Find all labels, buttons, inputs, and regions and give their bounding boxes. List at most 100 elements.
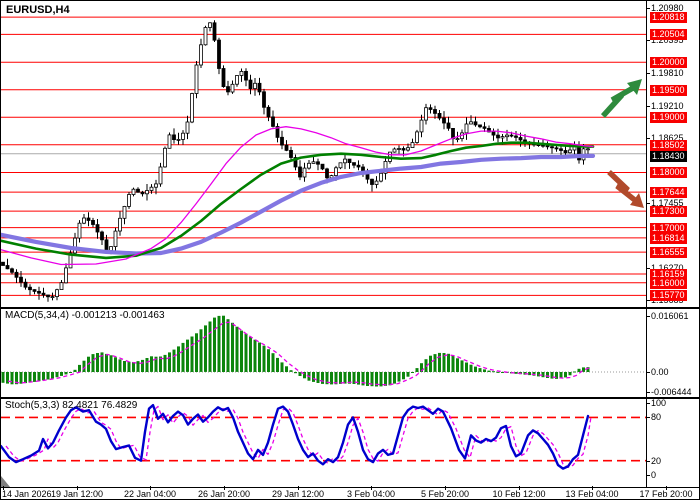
stoch-label: Stoch(5,3,3) 82.4821 76.4829 — [5, 400, 138, 411]
macd-bar — [402, 372, 405, 380]
macd-signal-line — [7, 321, 592, 386]
macd-bar — [145, 358, 149, 372]
macd-bar — [172, 349, 176, 372]
macd-bar — [127, 361, 131, 372]
candle-body — [320, 163, 325, 170]
candle-body — [64, 267, 68, 284]
price-scale[interactable]: 1.20980 1.20395 1.19810 1.19210 1.18625 1.174… — [647, 1, 699, 307]
scale-tick — [647, 73, 650, 74]
panel-separator-1[interactable] — [1, 307, 699, 309]
time-label: 29 Jan 12:00 — [271, 489, 325, 499]
main-price-chart[interactable] — [1, 1, 646, 307]
time-tick — [519, 486, 520, 490]
macd-bar — [555, 372, 558, 379]
macd-bar — [483, 369, 486, 372]
macd-bar — [199, 329, 203, 372]
candle-body — [541, 144, 545, 147]
candle-body — [181, 132, 185, 140]
time-axis[interactable]: 14 Jan 2026 19 Jan 12:00 22 Jan 04:00 26 Ja… — [1, 486, 699, 499]
stoch-scale[interactable]: 100 80 20 0 — [647, 398, 699, 487]
candle-body — [550, 146, 554, 149]
macd-bar — [136, 361, 140, 372]
candle-body — [334, 167, 338, 177]
stoch-panel[interactable] — [1, 399, 646, 487]
candle-body — [1, 261, 5, 266]
macd-bar — [289, 370, 293, 372]
macd-bar — [303, 372, 306, 379]
candle-body — [316, 161, 320, 165]
candle-body — [446, 122, 451, 129]
candle-body — [176, 138, 181, 141]
candle-body — [221, 68, 226, 88]
candle-body — [140, 191, 145, 195]
candle-body — [32, 289, 37, 292]
scale-tick — [647, 417, 650, 418]
candle-body — [415, 131, 419, 143]
time-tick — [150, 486, 151, 490]
macd-bar — [15, 372, 18, 385]
candle-body — [113, 230, 118, 248]
macd-bar — [154, 356, 158, 372]
macd-panel[interactable] — [1, 309, 646, 397]
candle-body — [289, 149, 293, 158]
candle-body — [86, 217, 91, 221]
macd-bar — [1, 372, 5, 383]
macd-bar — [352, 372, 356, 384]
price-tick-label: 1.19210 — [651, 101, 684, 111]
macd-bar — [357, 372, 360, 385]
candle-body — [212, 22, 217, 41]
candle-body — [338, 162, 343, 169]
macd-bar — [550, 372, 554, 379]
time-label: 17 Feb 20:00 — [639, 489, 693, 499]
macd-bar — [82, 360, 86, 372]
candle-body — [208, 22, 212, 28]
scale-tick — [647, 403, 650, 404]
up-arrow-head — [627, 79, 642, 95]
time-tick — [3, 486, 4, 490]
candle-body — [563, 150, 568, 154]
candle-body — [248, 79, 253, 89]
candle-body — [154, 183, 158, 188]
candle-body — [266, 106, 271, 118]
macd-bar — [186, 339, 189, 372]
macd-bar — [285, 366, 288, 372]
candle-body — [68, 252, 73, 269]
candle-body — [109, 246, 113, 251]
macd-bar — [348, 372, 351, 384]
down-arrow — [607, 170, 638, 204]
time-tick — [77, 486, 78, 490]
candle-body — [14, 271, 19, 278]
candle-body — [244, 71, 248, 81]
macd-bar — [460, 360, 464, 372]
candle-body — [230, 83, 235, 93]
time-tick — [666, 486, 667, 490]
scroll-marker — [1, 476, 10, 487]
scale-tick — [647, 106, 650, 107]
time-tick — [224, 486, 225, 490]
macd-bar — [465, 362, 468, 372]
candle-body — [514, 135, 518, 138]
candle-body — [568, 149, 572, 154]
macd-bar — [190, 336, 194, 372]
candle-body — [518, 137, 523, 141]
macd-scale[interactable]: 0.016061 0.00 -0.006444 — [647, 309, 699, 397]
candle-body — [410, 142, 415, 148]
time-label: 5 Feb 20:00 — [420, 489, 470, 499]
scale-tick — [647, 461, 650, 462]
macd-bar — [159, 356, 162, 372]
panel-separator-2[interactable] — [1, 397, 699, 399]
macd-tick-label: 0.016061 — [651, 311, 689, 321]
macd-bar — [366, 372, 369, 386]
candle-body — [82, 217, 86, 224]
price-tick-label: 1.20980 — [651, 3, 684, 13]
time-label: 10 Feb 12:00 — [492, 489, 546, 499]
macd-bar — [487, 370, 491, 372]
macd-bar — [379, 372, 383, 387]
macd-bar — [217, 315, 221, 372]
macd-bar — [96, 353, 99, 372]
macd-bar — [334, 372, 338, 385]
stoch-tick-label: 100 — [651, 398, 667, 408]
candle-body — [311, 161, 316, 164]
macd-bar — [6, 372, 9, 384]
candle-body — [5, 265, 10, 270]
